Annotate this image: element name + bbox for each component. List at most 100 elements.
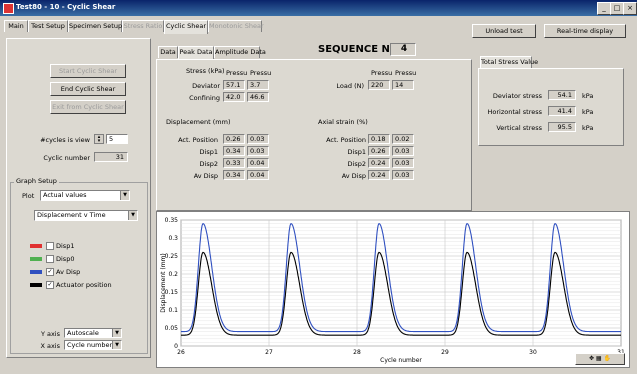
axial-strain-value-1: 0.24 — [368, 158, 390, 168]
sequence-value: 4 — [390, 43, 416, 56]
subtab-data[interactable]: Data — [158, 46, 178, 58]
stress-row-label: Confining — [189, 94, 220, 102]
y-tick-label: 0.25 — [165, 253, 179, 260]
y-tick-label: 0.15 — [165, 289, 179, 296]
tab-main[interactable]: Main — [4, 20, 28, 32]
displacement-chart: 0 0.05 0.1 0.15 0.2 0.25 0.3 0.35 26 27 28 29 30 31 Cy… — [160, 217, 625, 364]
stress-header: Stress (kPa) — [186, 67, 225, 75]
axial-strain-value-1: 0.18 — [368, 134, 390, 144]
legend-checkbox[interactable]: ✓ — [46, 268, 54, 276]
legend-label: Actuator position — [56, 281, 112, 289]
cycles-in-view-input[interactable]: 5 — [106, 134, 128, 144]
y-axis-select-value: Autoscale — [67, 329, 99, 337]
y-tick-label: 0.3 — [168, 235, 178, 242]
tab-test-setup[interactable]: Test Setup — [28, 20, 68, 32]
y-axis-label: Y axis — [40, 330, 60, 338]
axial-strain-value-2: 0.03 — [392, 146, 414, 156]
displacement-row-label: Av Disp — [193, 172, 218, 180]
mode-select-value: Displacement v Time — [37, 211, 106, 219]
chevron-down-icon: ▼ — [128, 211, 137, 220]
minimize-button[interactable]: _ — [597, 2, 611, 15]
cycle-number-value: 31 — [94, 152, 128, 162]
legend-swatch — [30, 283, 42, 287]
load-value-1: 220 — [368, 80, 390, 90]
close-button[interactable]: × — [623, 2, 637, 15]
legend-label: Disp0 — [56, 255, 75, 263]
unload-test-button[interactable]: Unload test — [472, 24, 536, 38]
total-stress-unit: kPa — [582, 108, 594, 116]
tab-stress-ratio[interactable]: Stress Ratio — [122, 20, 164, 32]
y-tick-label: 0.05 — [165, 325, 179, 332]
sequence-label: SEQUENCE NO : — [318, 44, 406, 55]
legend-label: Av Disp — [56, 268, 81, 276]
axial-strain-row-label: Av Disp — [341, 172, 366, 180]
displacement-value-2: 0.03 — [247, 146, 269, 156]
displacement-header: Displacement (mm) — [166, 118, 231, 126]
y-axis-title: Displacement (mm) — [160, 253, 167, 313]
total-stress-value: 41.4 — [548, 106, 576, 116]
stress-value-2: 46.6 — [247, 92, 269, 102]
maximize-button[interactable]: □ — [610, 2, 624, 15]
exit-cyclic-shear-button[interactable]: Exit from Cyclic Shear — [50, 100, 126, 114]
x-axis-title: Cycle number — [380, 357, 422, 364]
x-axis-select[interactable]: Cycle number ▼ — [64, 340, 122, 350]
axial-strain-row-label: Disp2 — [347, 160, 366, 168]
displacement-value-2: 0.04 — [247, 158, 269, 168]
cycles-stepper[interactable]: ▴ ▾ — [94, 134, 104, 144]
displacement-row-label: Disp2 — [199, 160, 218, 168]
legend-swatch — [30, 244, 42, 248]
x-tick-label: 28 — [353, 349, 361, 356]
displacement-row-label: Disp1 — [199, 148, 218, 156]
cycle-number-label: Cyclic number — [43, 154, 90, 162]
legend-label: Disp1 — [56, 242, 75, 250]
chart-panel: 0 0.05 0.1 0.15 0.2 0.25 0.3 0.35 26 27 28 29 30 31 Cy… — [156, 211, 630, 368]
subtab-peak-data[interactable]: Peak Data — [178, 46, 214, 60]
stress-value-1: 57.1 — [223, 80, 245, 90]
window-title: Test80 - 10 - Cyclic Shear — [16, 3, 116, 11]
start-cyclic-shear-button[interactable]: Start Cyclic Shear — [50, 64, 126, 78]
legend-swatch — [30, 257, 42, 261]
subtab-amplitude-data[interactable]: Amplitude Data — [214, 46, 266, 58]
total-stress-label: Horizontal stress — [487, 108, 543, 116]
realtime-display-button[interactable]: Real-time display — [544, 24, 626, 38]
x-axis-label: X axis — [40, 342, 60, 350]
displacement-value-1: 0.34 — [223, 170, 245, 180]
stress-row-label: Deviator — [192, 82, 220, 90]
legend-checkbox[interactable]: ✓ — [46, 281, 54, 289]
graph-setup-label: Graph Setup — [14, 177, 59, 185]
x-axis-select-value: Cycle number — [67, 341, 113, 349]
x-tick-label: 26 — [177, 349, 185, 356]
cycles-in-view-label: #cycles is view — [40, 136, 90, 144]
axial-strain-row-label: Disp1 — [347, 148, 366, 156]
graph-tools-button[interactable]: ✥ ▦ ✋ — [575, 353, 625, 365]
tab-cyclic-shear[interactable]: Cyclic Shear — [164, 20, 208, 34]
y-tick-label: 0.2 — [168, 271, 178, 278]
axial-strain-row-label: Act. Position — [326, 136, 366, 144]
y-axis-select[interactable]: Autoscale ▼ — [64, 328, 122, 338]
app-body: Main Test Setup Specimen Setup Stress Ra… — [0, 16, 637, 374]
total-stress-unit: kPa — [582, 92, 594, 100]
chevron-down-icon: ▼ — [120, 191, 129, 200]
axial-strain-value-1: 0.26 — [368, 146, 390, 156]
plot-label: Plot — [22, 192, 35, 200]
total-stress-value: 54.1 — [548, 90, 576, 100]
displacement-value-2: 0.04 — [247, 170, 269, 180]
legend-checkbox[interactable] — [46, 242, 54, 250]
tab-total-stress[interactable]: Total Stress Value — [480, 56, 538, 70]
mode-select[interactable]: Displacement v Time ▼ — [34, 210, 138, 221]
graph-setup-group — [10, 182, 148, 354]
y-tick-label: 0 — [174, 343, 178, 350]
stress-col2: Pressu — [250, 69, 272, 77]
total-stress-label: Vertical stress — [496, 124, 542, 132]
y-tick-label: 0.1 — [168, 307, 178, 314]
total-stress-label: Deviator stress — [492, 92, 542, 100]
axial-strain-value-2: 0.02 — [392, 134, 414, 144]
plot-select[interactable]: Actual values ▼ — [40, 190, 130, 201]
chevron-down-icon: ▼ — [112, 341, 121, 349]
tab-specimen-setup[interactable]: Specimen Setup — [68, 20, 123, 32]
tab-monotonic-shear[interactable]: Monotonic Shear — [208, 20, 264, 32]
end-cyclic-shear-button[interactable]: End Cyclic Shear — [50, 82, 126, 96]
legend-checkbox[interactable] — [46, 255, 54, 263]
peak-data-panel — [156, 59, 472, 211]
